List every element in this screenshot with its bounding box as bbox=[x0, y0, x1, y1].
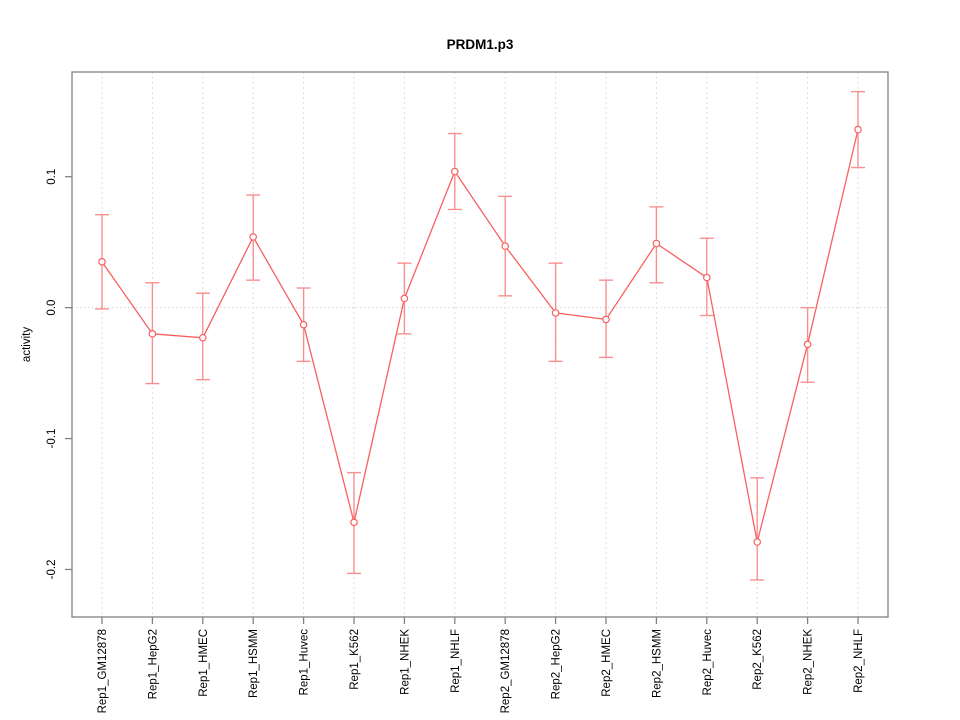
x-tick-label: Rep2_K562 bbox=[752, 629, 764, 690]
x-tick-label: Rep2_NHLF bbox=[853, 629, 865, 693]
plot-box bbox=[71, 71, 889, 618]
x-tick-label: Rep1_Huvec bbox=[299, 629, 311, 696]
x-tick-label: Rep1_HMEC bbox=[198, 629, 210, 697]
x-tick-label: Rep1_HepG2 bbox=[147, 629, 159, 699]
data-point bbox=[450, 167, 459, 176]
data-point bbox=[350, 518, 358, 527]
x-tick-label: Rep2_GM12878 bbox=[500, 629, 512, 713]
data-point bbox=[400, 294, 409, 303]
x-tick-label: Rep1_NHEK bbox=[399, 629, 411, 695]
data-point bbox=[148, 330, 157, 338]
data-point bbox=[249, 233, 258, 241]
x-tick-label: Rep2_HMEC bbox=[601, 629, 613, 697]
data-point bbox=[753, 538, 762, 546]
x-tick-label: Rep1_NHLF bbox=[450, 629, 462, 693]
x-tick-label: Rep2_NHEK bbox=[803, 629, 815, 695]
data-point bbox=[702, 273, 711, 282]
y-tick-label: 0.0 bbox=[46, 300, 58, 316]
data-point bbox=[652, 239, 661, 248]
x-tick-label: Rep1_GM12878 bbox=[97, 629, 109, 713]
data-point bbox=[501, 242, 510, 250]
data-point bbox=[854, 125, 862, 134]
chart-title: PRDM1.p3 bbox=[447, 37, 514, 52]
x-tick-label: Rep2_HepG2 bbox=[551, 629, 563, 699]
series-line bbox=[101, 129, 859, 543]
x-tick-label: Rep1_K562 bbox=[349, 629, 361, 690]
x-tick-label: Rep1_HSMM bbox=[248, 629, 260, 698]
y-axis-label: activity bbox=[21, 327, 33, 362]
y-tick-label: -0.2 bbox=[46, 560, 58, 580]
y-tick-label: -0.1 bbox=[46, 429, 58, 449]
data-point bbox=[199, 333, 207, 342]
data-point bbox=[602, 315, 610, 324]
data-point bbox=[98, 258, 106, 266]
y-tick-label: 0.1 bbox=[46, 169, 58, 185]
x-tick-label: Rep2_HSMM bbox=[651, 629, 663, 698]
x-tick-label: Rep2_Huvec bbox=[702, 629, 714, 696]
data-point bbox=[803, 340, 812, 349]
data-point bbox=[551, 309, 560, 317]
data-point bbox=[299, 320, 308, 329]
